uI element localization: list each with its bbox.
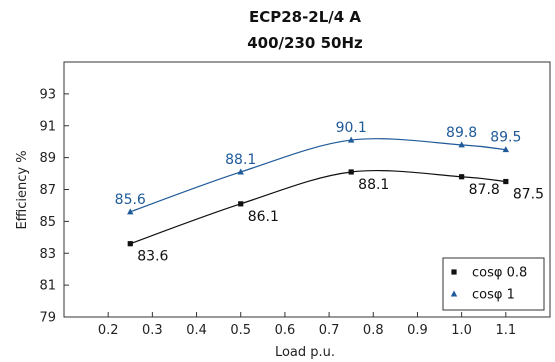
triangle-marker: [458, 141, 465, 148]
series-cosphi-1: 85.6 88.1 90.1 89.8 89.5: [115, 120, 521, 215]
y-tick-label: 93: [39, 87, 56, 102]
data-label: 83.6: [137, 249, 168, 265]
series-cosphi-0-8: 83.6 86.1 88.1 87.8 87.5: [127, 169, 544, 265]
chart-title: ECP28-2L/4 A: [249, 8, 361, 26]
data-label: 88.1: [358, 177, 389, 193]
square-marker: [459, 174, 465, 180]
x-axis-label: Load p.u.: [275, 345, 335, 360]
x-tick-label: 0.7: [319, 323, 340, 338]
square-marker: [348, 169, 354, 175]
legend-entry: cosφ 0.8: [472, 266, 527, 281]
y-tick-label: 81: [39, 279, 56, 294]
square-marker: [238, 201, 244, 207]
x-tick-label: 0.4: [186, 323, 207, 338]
legend-triangle-marker: [450, 290, 458, 297]
x-tick-label: 0.6: [275, 323, 296, 338]
x-tick-label: 0.3: [142, 323, 163, 338]
triangle-marker: [237, 168, 244, 175]
y-tick-label: 89: [39, 151, 56, 166]
legend-square-marker: [451, 269, 457, 275]
y-tick-label: 85: [39, 215, 56, 230]
data-label: 85.6: [115, 192, 146, 208]
series-layer: 83.6 86.1 88.1 87.8 87.5 85.6 88.1 90.1 89.8 89.5: [115, 120, 544, 265]
y-tick-label: 83: [39, 247, 56, 262]
axes: 0.2 0.3 0.4 0.5 0.6 0.7 0.8 0.9 1.0 1.1 79 81 83 85 87…: [39, 87, 516, 338]
x-tick-label: 0.8: [363, 323, 384, 338]
chart-subtitle: 400/230 50Hz: [247, 34, 363, 52]
y-tick-label: 87: [39, 183, 56, 198]
x-tick-label: 0.2: [98, 323, 119, 338]
data-label: 90.1: [336, 120, 367, 136]
x-tick-label: 1.0: [451, 323, 472, 338]
triangle-marker: [127, 208, 134, 215]
data-label: 86.1: [248, 209, 279, 225]
y-tick-label: 79: [39, 311, 56, 326]
data-label: 87.8: [469, 182, 500, 198]
y-axis-label: Efficiency %: [15, 150, 30, 229]
data-label: 89.8: [446, 125, 477, 141]
legend-entry: cosφ 1: [472, 288, 515, 303]
triangle-marker: [347, 136, 355, 143]
y-tick-label: 91: [39, 119, 56, 134]
data-label: 88.1: [225, 152, 256, 168]
series-line: [130, 138, 506, 213]
square-marker: [127, 241, 133, 247]
x-tick-label: 0.9: [407, 323, 428, 338]
x-tick-label: 0.5: [230, 323, 251, 338]
legend-box: [442, 257, 545, 311]
data-label: 87.5: [513, 187, 544, 203]
x-tick-label: 1.1: [495, 323, 516, 338]
square-marker: [503, 178, 509, 185]
triangle-marker: [502, 146, 510, 153]
data-label: 89.5: [490, 130, 521, 146]
legend: cosφ 0.8 cosφ 1: [442, 257, 545, 311]
series-line: [130, 170, 506, 245]
